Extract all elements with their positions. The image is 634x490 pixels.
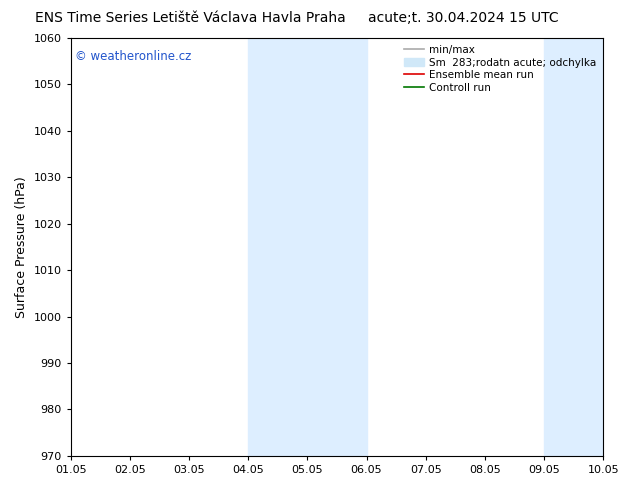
Text: © weatheronline.cz: © weatheronline.cz (75, 50, 191, 63)
Text: ENS Time Series Letiště Václava Havla Praha: ENS Time Series Letiště Václava Havla Pr… (35, 11, 346, 25)
Bar (544, 38, 603, 456)
Legend: min/max, Sm  283;rodatn acute; odchylka, Ensemble mean run, Controll run: min/max, Sm 283;rodatn acute; odchylka, … (401, 43, 598, 95)
Y-axis label: Surface Pressure (hPa): Surface Pressure (hPa) (15, 176, 28, 318)
Text: acute;t. 30.04.2024 15 UTC: acute;t. 30.04.2024 15 UTC (368, 11, 558, 25)
Bar (248, 38, 366, 456)
